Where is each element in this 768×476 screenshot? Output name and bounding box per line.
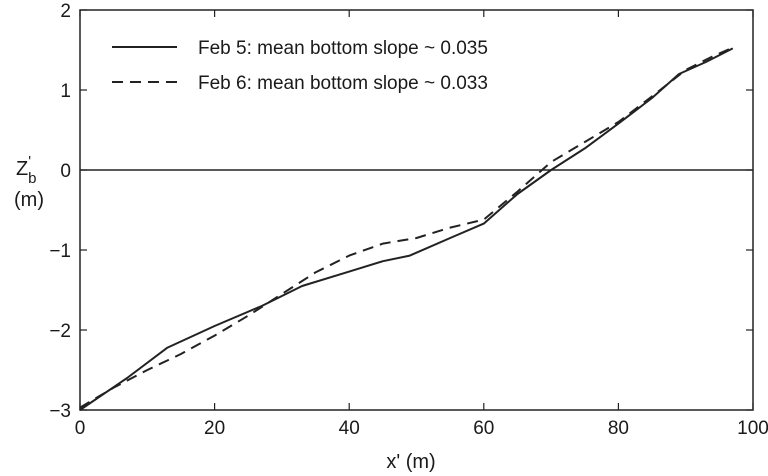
y-tick-label: −1 — [49, 241, 71, 262]
x-tick-label: 0 — [75, 418, 86, 439]
x-tick-label: 20 — [204, 418, 225, 439]
y-tick-label: 0 — [60, 161, 71, 182]
y-tick-label: 1 — [60, 81, 71, 102]
legend-label-1: Feb 5: mean bottom slope ~ 0.035 — [198, 38, 488, 59]
x-tick-label: 60 — [473, 418, 494, 439]
x-tick-label: 100 — [737, 418, 768, 439]
plot-frame — [79, 9, 754, 411]
x-axis-label: x' (m) — [386, 451, 435, 473]
y-axis-label-main: Z' b — [16, 153, 36, 187]
y-axis-label-sub: b — [28, 170, 36, 187]
x-tick-label: 80 — [608, 418, 629, 439]
legend: Feb 5: mean bottom slope ~ 0.035 Feb 6: m… — [112, 38, 488, 94]
series-layer — [79, 46, 734, 411]
axis-ticks: 0 20 40 60 80 100 −3 −2 −1 0 1 2 — [49, 1, 768, 439]
y-axis-label-sup: ' — [28, 153, 31, 170]
y-tick-label: 2 — [60, 1, 71, 22]
legend-label-2: Feb 6: mean bottom slope ~ 0.033 — [198, 73, 488, 94]
x-tick-label: 40 — [339, 418, 360, 439]
y-axis-label-unit: (m) — [14, 189, 44, 211]
y-axis-label: Z' b (m) — [14, 153, 44, 211]
series-line-1 — [79, 47, 734, 411]
series-line-2 — [79, 46, 734, 409]
y-tick-label: −2 — [49, 321, 71, 342]
y-tick-label: −3 — [49, 401, 71, 422]
